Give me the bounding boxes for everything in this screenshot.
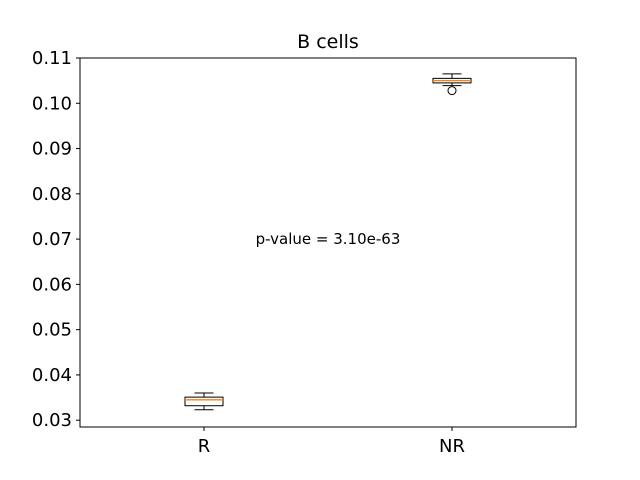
y-tick-label: 0.04	[32, 365, 72, 386]
y-tick-label: 0.08	[32, 184, 72, 205]
plot-frame	[79, 57, 577, 428]
p-value-annotation: p-value = 3.10e-63	[256, 230, 401, 248]
y-tick-label: 0.05	[32, 320, 72, 341]
x-tick-label: NR	[439, 436, 465, 457]
x-axis: R NR	[198, 427, 465, 457]
y-tick-label: 0.06	[32, 274, 72, 295]
chart-title: B cells	[297, 31, 359, 53]
box-r	[184, 392, 224, 411]
outlier-point	[447, 86, 457, 96]
y-tick-label: 0.11	[32, 48, 72, 69]
y-axis: 0.03 0.04 0.05 0.06 0.07 0.08 0.09 0.10 0.11	[32, 48, 80, 431]
box-nr	[432, 73, 472, 96]
y-tick-label: 0.09	[32, 139, 72, 160]
boxes	[184, 73, 472, 411]
y-tick-label: 0.07	[32, 229, 72, 250]
y-tick-label: 0.10	[32, 93, 72, 114]
box-body	[184, 396, 224, 407]
y-tick-label: 0.03	[32, 410, 72, 431]
x-tick-label: R	[198, 436, 211, 457]
